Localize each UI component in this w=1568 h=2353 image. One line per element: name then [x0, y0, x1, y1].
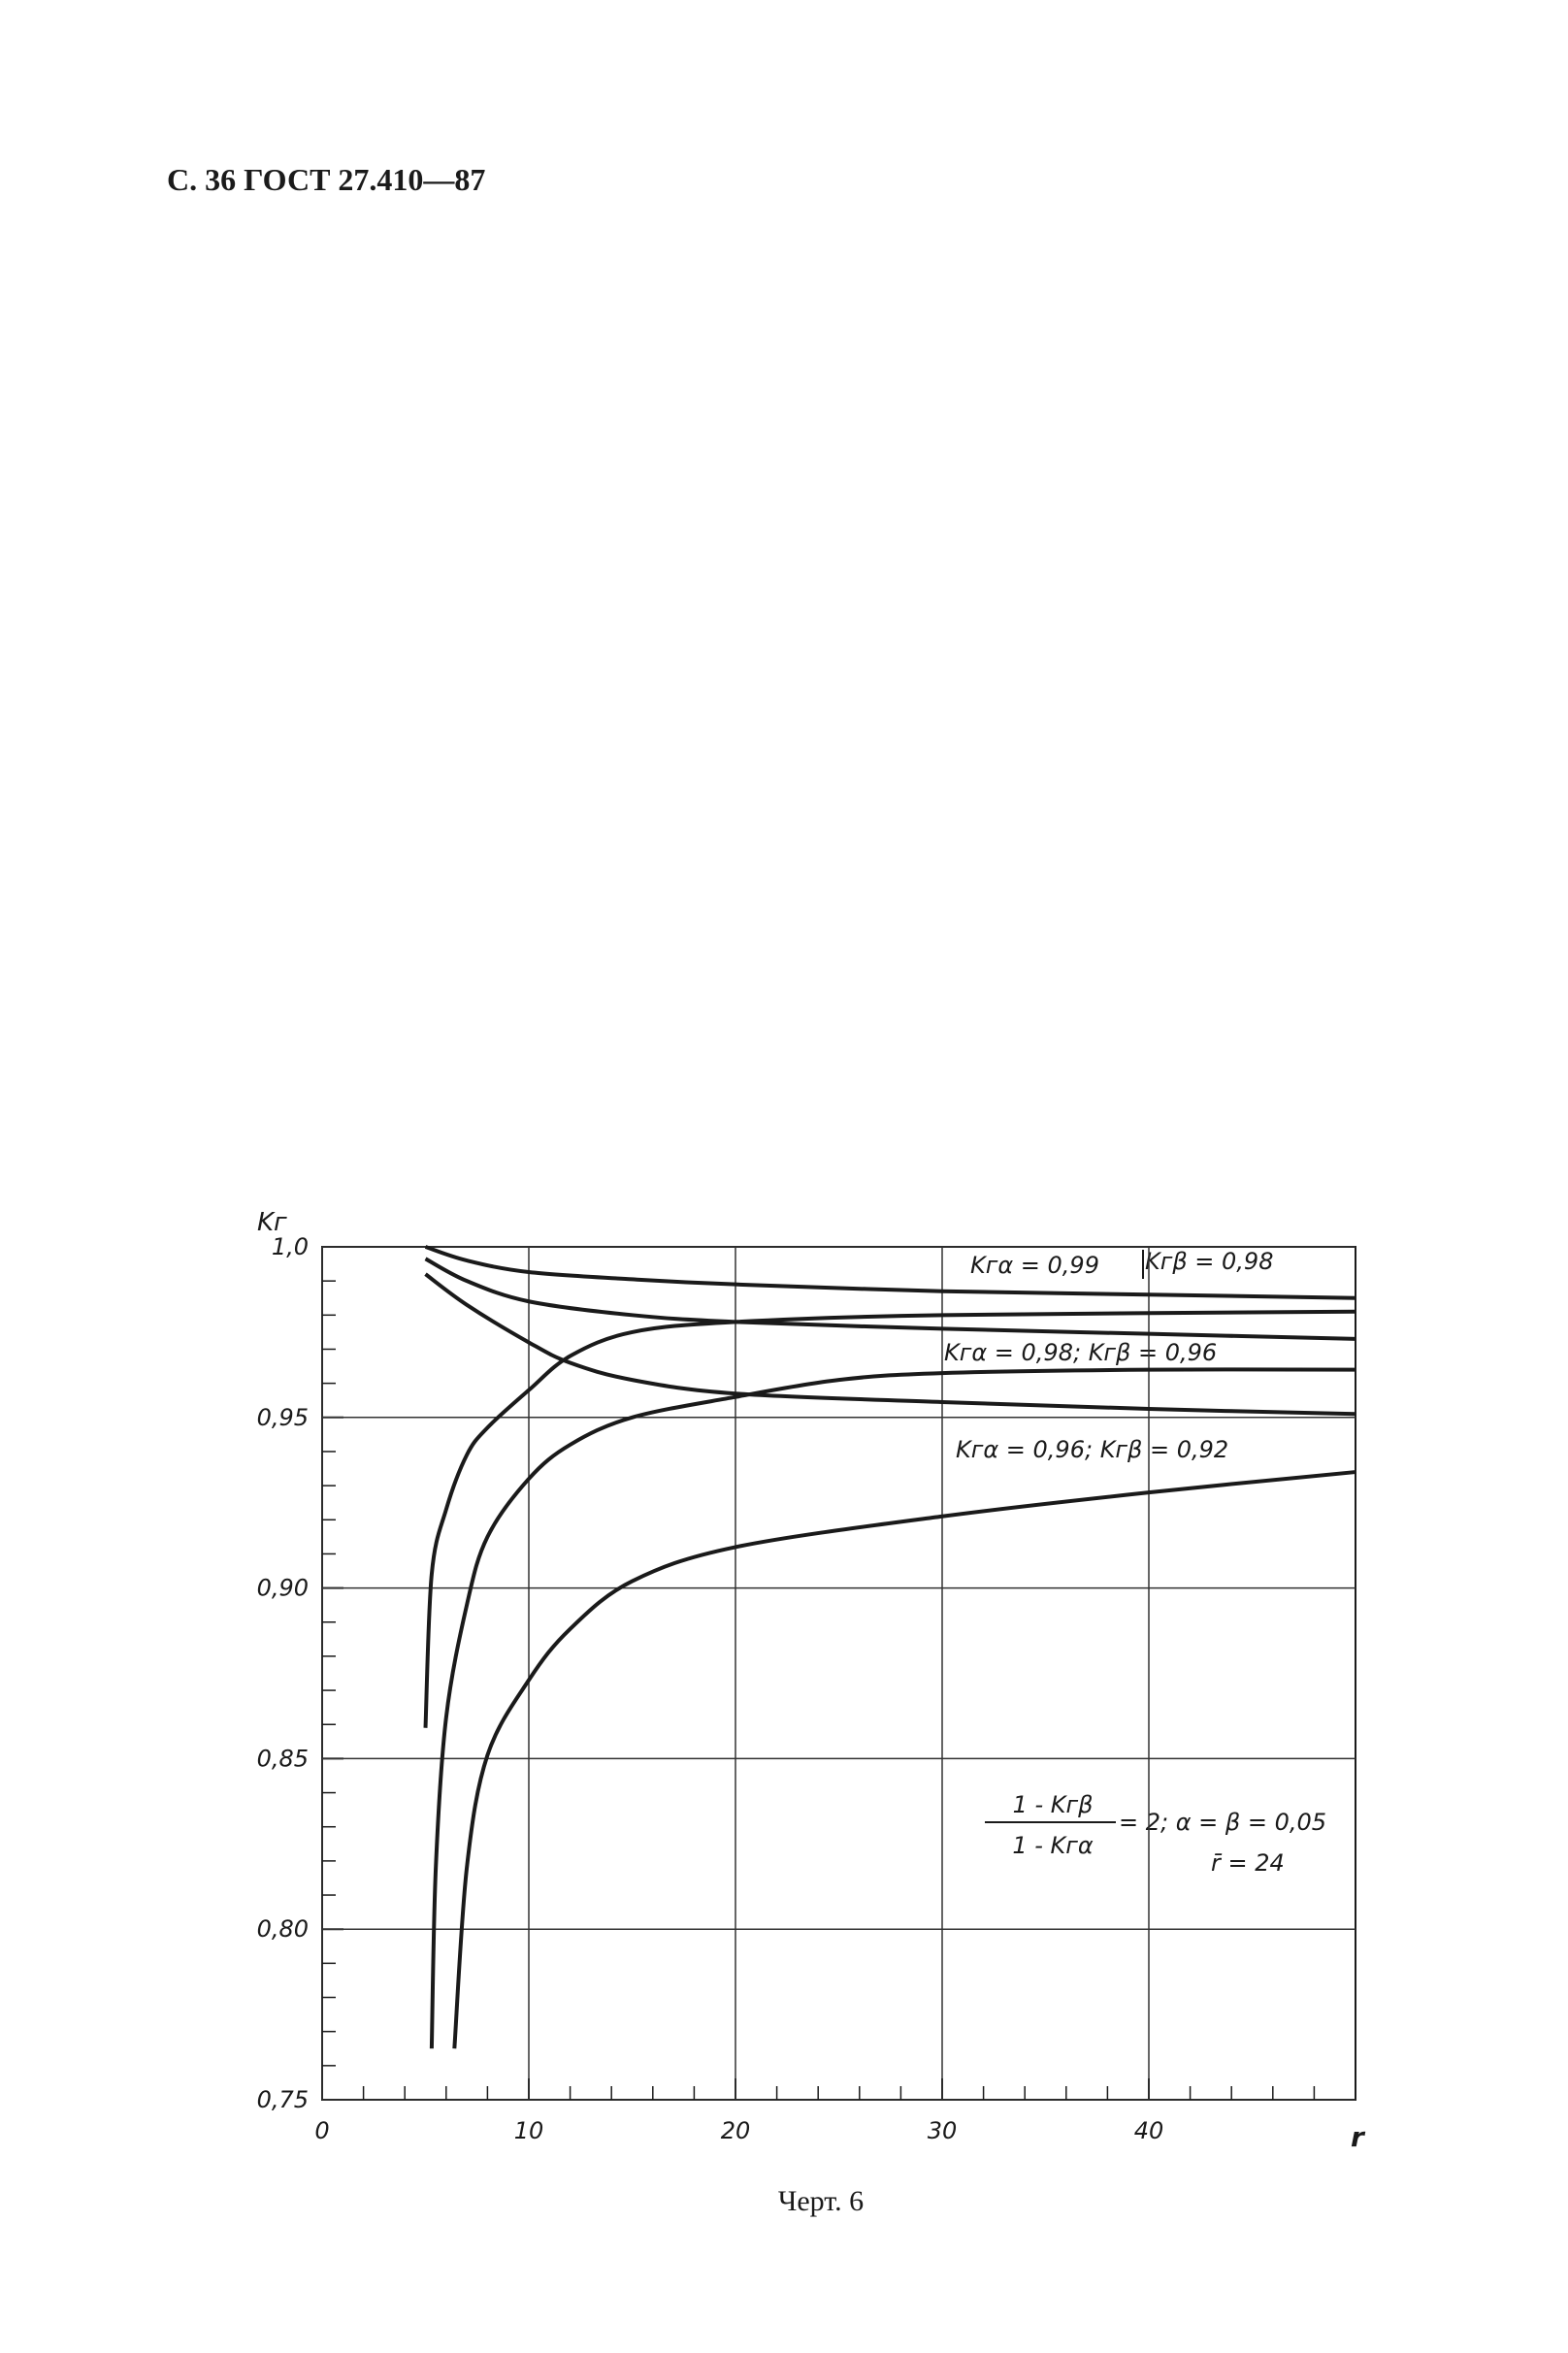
caption: Черт. 6	[778, 2185, 864, 2217]
y-axis-label: Kг	[257, 1208, 287, 1237]
curve	[452, 1470, 1356, 2049]
header: С. 36 ГОСТ 27.410—87	[167, 162, 485, 197]
y-tick-label: 1,0	[272, 1233, 309, 1260]
curve	[429, 1367, 1356, 2049]
formula-mean: r̄ = 24	[1211, 1849, 1285, 1877]
y-tick-label: 0,75	[257, 2086, 309, 2113]
y-tick-label: 0,85	[257, 1745, 309, 1772]
formula-denominator: 1 - Kгα	[1012, 1832, 1094, 1859]
formula-rest: = 2; α = β = 0,05	[1119, 1809, 1326, 1836]
annotation: Kгα = 0,98; Kгβ = 0,96	[944, 1339, 1217, 1366]
curve	[424, 1272, 1356, 1417]
x-tick-label: 40	[1134, 2117, 1164, 2144]
x-tick-label: 20	[721, 2117, 751, 2144]
x-tick-label: 30	[928, 2117, 958, 2144]
annotation: Kгβ = 0,98	[1145, 1248, 1273, 1275]
annotation: Kгα = 0,99	[970, 1252, 1099, 1279]
formula-numerator: 1 - Kгβ	[1013, 1791, 1094, 1818]
y-tick-label: 0,95	[257, 1404, 309, 1431]
curve	[424, 1245, 1356, 1300]
x-tick-label: 10	[514, 2117, 544, 2144]
annotation: Kгα = 0,96; Kгβ = 0,92	[956, 1436, 1228, 1463]
x-axis-label: r	[1351, 2121, 1366, 2153]
x-tick-label: 0	[314, 2117, 329, 2144]
y-tick-label: 0,80	[257, 1915, 309, 1943]
curve	[423, 1309, 1356, 1728]
y-tick-label: 0,90	[257, 1575, 309, 1602]
